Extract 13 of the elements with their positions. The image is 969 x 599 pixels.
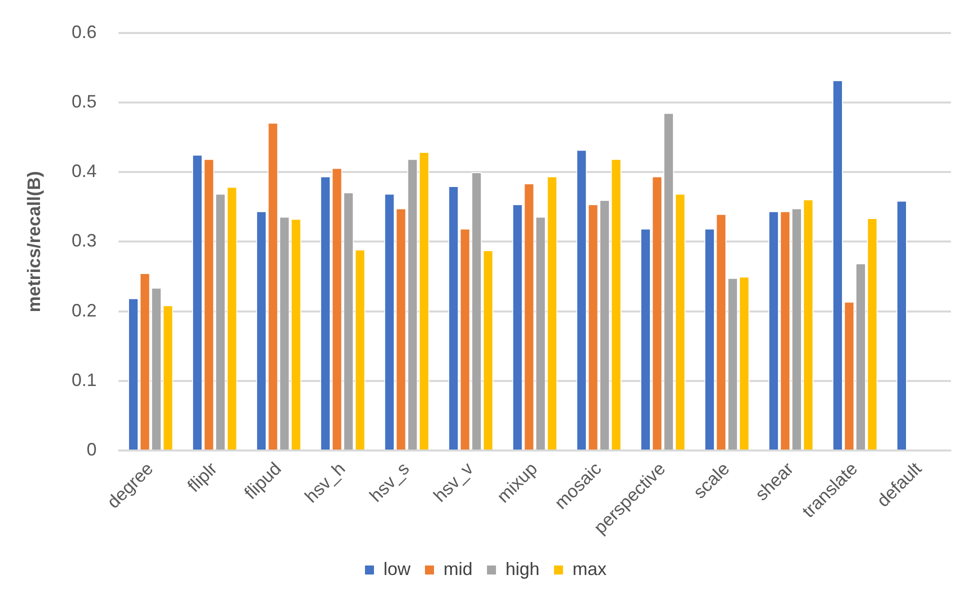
y-tick-label: 0.6	[72, 22, 97, 42]
y-tick-label: 0.1	[72, 370, 97, 390]
y-tick-label: 0.2	[72, 300, 97, 320]
legend-label: max	[572, 558, 607, 579]
y-tick-label: 0	[86, 440, 97, 460]
legend-label: low	[383, 558, 412, 579]
y-axis-title: metrics/recall(B)	[24, 171, 44, 312]
y-tick-label: 0.4	[72, 161, 97, 182]
y-tick-label: 0.3	[72, 230, 97, 251]
legend-label: high	[505, 558, 540, 579]
x-tick-label: fliplr	[184, 458, 222, 496]
legend-label: mid	[443, 558, 472, 579]
y-tick-label: 0.5	[72, 91, 97, 112]
